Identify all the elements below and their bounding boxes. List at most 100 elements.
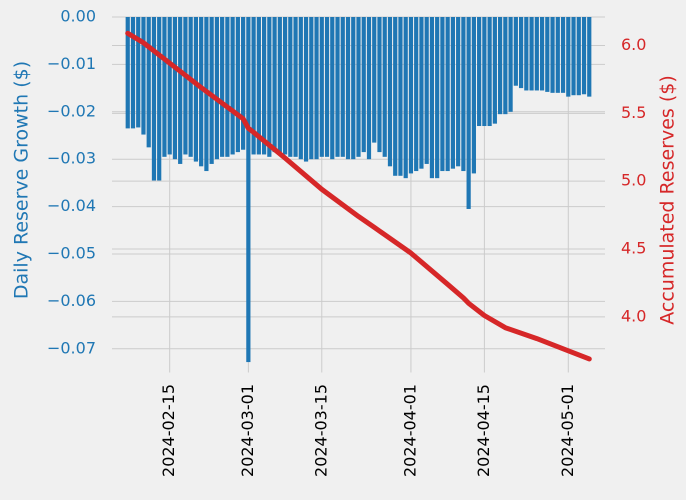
bar	[435, 17, 440, 179]
bar	[340, 17, 345, 157]
bar	[461, 17, 466, 172]
bar	[471, 17, 476, 174]
x-tick-label: 2024-05-01	[558, 384, 577, 477]
bar	[272, 17, 277, 153]
bar	[209, 17, 214, 164]
y2-tick-label: 4.5	[621, 239, 646, 258]
bar	[256, 17, 261, 155]
bar	[293, 17, 298, 157]
bar	[267, 17, 272, 157]
bar	[492, 17, 497, 124]
bar	[146, 17, 151, 148]
y-tick-label: −0.01	[47, 54, 96, 73]
bar	[356, 17, 361, 157]
y2-tick-label: 5.0	[621, 171, 646, 190]
bar	[387, 17, 393, 167]
bar	[125, 17, 130, 129]
bar	[545, 17, 550, 92]
bar	[429, 17, 435, 179]
bar	[513, 17, 518, 86]
bar	[193, 17, 199, 162]
y2-tick-label: 5.5	[621, 103, 646, 122]
bar	[345, 17, 351, 160]
bar	[178, 17, 183, 164]
bar	[335, 17, 340, 157]
bar	[157, 17, 162, 181]
y2-tick-label: 6.0	[621, 35, 646, 54]
y-tick-label: −0.04	[47, 196, 96, 215]
bar	[298, 17, 303, 160]
bar	[382, 17, 387, 157]
bar	[319, 17, 324, 157]
bar	[466, 17, 471, 209]
bar	[403, 17, 408, 179]
bar	[188, 17, 193, 157]
bar	[503, 17, 508, 115]
bar	[440, 17, 445, 172]
bar	[261, 17, 267, 155]
y-tick-label: −0.02	[47, 101, 96, 120]
bar	[482, 17, 487, 127]
bar	[487, 17, 492, 127]
bar	[141, 17, 146, 135]
y-tick-label: −0.06	[47, 291, 96, 310]
bar	[199, 17, 204, 167]
bar	[560, 17, 566, 93]
x-tick-label: 2024-03-01	[238, 384, 257, 477]
bar	[477, 17, 482, 127]
bar	[587, 17, 592, 97]
y-axis-label: Daily Reserve Growth ($)	[11, 61, 33, 299]
bar	[576, 17, 581, 96]
bar	[450, 17, 456, 169]
y2-tick-label: 4.0	[621, 306, 646, 325]
bar	[183, 17, 188, 155]
bar	[172, 17, 178, 160]
bar	[366, 17, 372, 160]
bar	[324, 17, 330, 157]
bar	[303, 17, 309, 162]
bar	[288, 17, 293, 157]
bar	[314, 17, 319, 160]
bar	[581, 17, 587, 95]
y-tick-label: −0.05	[47, 244, 96, 263]
bar	[372, 17, 377, 143]
bar	[539, 17, 545, 91]
bar	[566, 17, 571, 97]
bar	[251, 17, 256, 155]
bar	[225, 17, 230, 157]
bar	[230, 17, 235, 155]
x-tick-label: 2024-04-15	[474, 384, 493, 477]
x-tick-label: 2024-02-15	[159, 384, 178, 477]
marks	[125, 17, 592, 363]
bar	[445, 17, 450, 172]
bar	[309, 17, 314, 160]
bar	[220, 17, 225, 157]
y-tick-label: 0.00	[60, 7, 96, 26]
bar	[456, 17, 461, 167]
bar	[508, 17, 513, 112]
bar	[214, 17, 219, 160]
bar	[498, 17, 503, 115]
bar	[414, 17, 419, 172]
bar	[167, 17, 172, 155]
bar	[398, 17, 403, 176]
y2-axis-label: Accumulated Reserves ($)	[657, 75, 679, 325]
bar	[277, 17, 282, 153]
bar	[529, 17, 534, 91]
bar	[534, 17, 539, 91]
bar	[246, 17, 251, 363]
bar	[282, 17, 288, 155]
bar	[361, 17, 366, 153]
bar	[555, 17, 560, 93]
bar	[424, 17, 429, 164]
bar	[408, 17, 414, 174]
bar	[130, 17, 136, 129]
x-tick-label: 2024-03-15	[311, 384, 330, 477]
bar	[550, 17, 555, 93]
bar	[524, 17, 529, 91]
bar	[330, 17, 335, 160]
bar	[136, 17, 141, 128]
y-tick-label: −0.07	[47, 338, 96, 357]
line	[125, 30, 592, 362]
